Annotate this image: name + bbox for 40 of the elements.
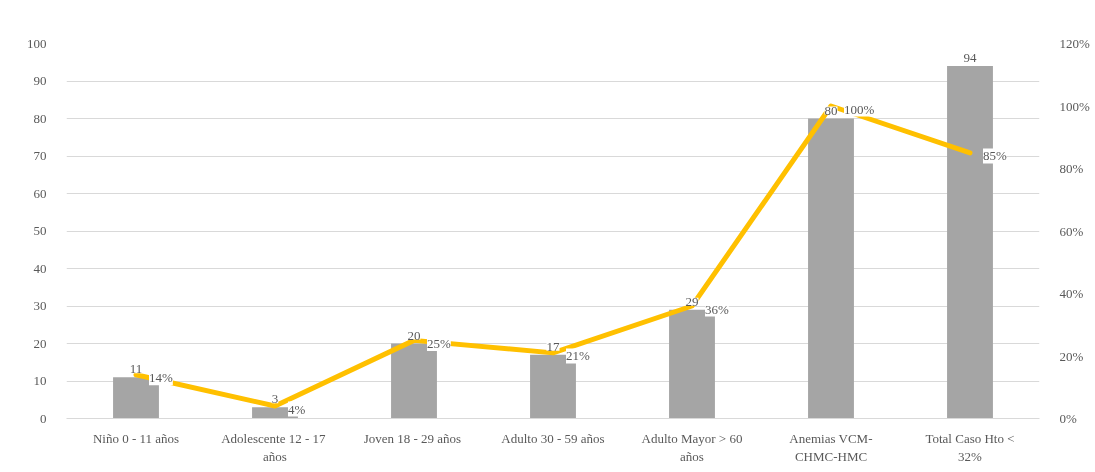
y-tick-label: 20 [33,335,47,351]
data-label: 80 [824,102,838,118]
data-label: 100% [844,101,875,117]
data-label: 36% [705,301,729,317]
data-label: 25% [427,335,451,351]
y-tick-label: 80 [33,110,47,126]
data-label: 29 [685,293,699,309]
bar [808,118,854,419]
y-tick-label: 40 [33,260,47,276]
x-tick-label: Adolescente 12 - 17 años [221,430,327,464]
y-tick-label: 50 [33,223,47,238]
y-tick-label: 0 [40,410,47,426]
x-tick-label: Adulto Mayor > 60 años [641,430,743,464]
data-label: 85% [983,148,1007,164]
y-tick-label: 70 [33,148,47,163]
y2-tick-label: 20% [1059,348,1084,364]
y-tick-label: 10 [33,373,47,388]
data-label: 94 [963,50,977,65]
x-tick-label: Joven 18 - 29 años [363,430,462,446]
x-tick-label: Total Caso Hto < 32% [925,430,1015,464]
data-label: 17 [546,338,560,354]
y2-tick-label: 0% [1059,411,1077,426]
data-label: 11 [129,361,143,377]
x-tick-label: Adulto 30 - 59 años [501,430,605,446]
y-tick-label: 100 [27,35,47,51]
y2-tick-label: 40% [1059,286,1084,301]
data-label: 20 [407,327,421,343]
y-tick-label: 90 [33,73,47,88]
x-tick-label: Niño 0 - 11 años [92,430,180,446]
data-label: 4% [288,401,306,417]
y2-tick-label: 100% [1059,98,1090,114]
y-tick-label: 30 [33,298,47,313]
y2-tick-label: 80% [1059,161,1084,176]
data-label: 3 [271,391,279,407]
y-tick-label: 60 [33,185,47,201]
y2-tick-label: 60% [1059,223,1084,239]
y2-tick-label: 120% [1059,36,1090,51]
data-label: 14% [149,370,173,386]
x-tick-label: Anemias VCM-CHMC-HMC [789,430,873,464]
data-label: 21% [566,348,590,364]
